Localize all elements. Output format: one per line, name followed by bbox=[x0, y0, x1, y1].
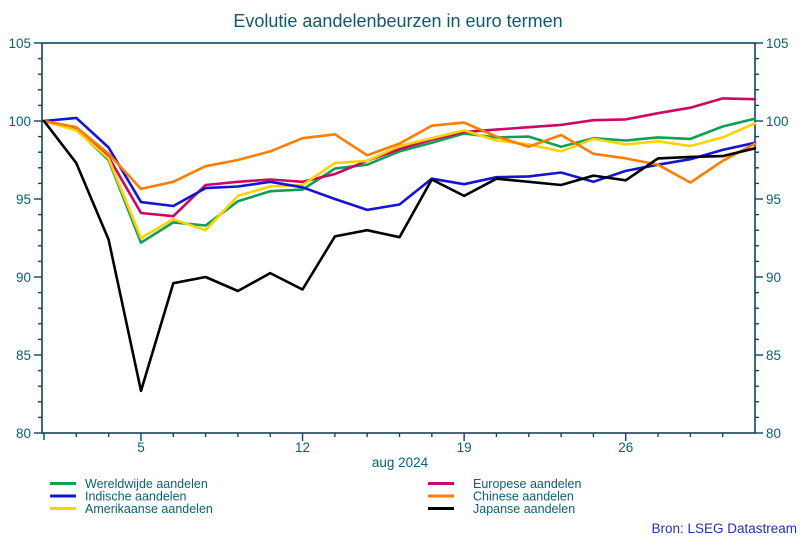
axes: 80 80 85 85 90 90 95 95 100 100 105 105 5 12 19 26 bbox=[8, 36, 788, 455]
series-line-indische-aandelen bbox=[42, 116, 757, 212]
legend-item: Amerikaanse aandelen bbox=[50, 502, 213, 516]
legend-item: Japanse aandelen bbox=[428, 502, 575, 516]
x-axis-tick-label: 19 bbox=[457, 440, 472, 455]
y-axis-tick-label-right: 80 bbox=[766, 426, 781, 441]
series-line-chinese-aandelen bbox=[42, 119, 757, 191]
y-axis-tick-label-left: 100 bbox=[8, 114, 31, 129]
chart-title: Evolutie aandelenbeurzen in euro termen bbox=[233, 11, 562, 31]
y-axis-tick-label-left: 95 bbox=[16, 192, 31, 207]
y-axis-tick-label-right: 105 bbox=[766, 36, 789, 51]
y-axis-tick-label-right: 85 bbox=[766, 348, 781, 363]
legend-label: Amerikaanse aandelen bbox=[85, 502, 213, 516]
y-axis-tick-label-left: 90 bbox=[16, 270, 31, 285]
y-axis-tick-label-left: 80 bbox=[16, 426, 31, 441]
legend-label: Chinese aandelen bbox=[473, 489, 574, 503]
series-line-wereldwijde-aandelen bbox=[42, 117, 757, 244]
series-line-amerikaanse-aandelen bbox=[42, 119, 757, 240]
series-line-europese-aandelen bbox=[42, 97, 757, 218]
series-lines bbox=[42, 97, 757, 393]
y-axis-tick-label-right: 95 bbox=[766, 192, 781, 207]
x-axis-title: aug 2024 bbox=[372, 455, 429, 470]
plot-frame bbox=[41, 42, 756, 434]
y-axis-tick-label-left: 85 bbox=[16, 348, 31, 363]
legend-label: Europese aandelen bbox=[473, 477, 581, 491]
legend-item: Wereldwijde aandelen bbox=[50, 477, 208, 491]
x-axis-tick-label: 26 bbox=[618, 440, 633, 455]
series-line-japanse-aandelen bbox=[42, 119, 757, 393]
source-credit: Bron: LSEG Datastream bbox=[651, 521, 797, 536]
y-axis-tick-label-left: 105 bbox=[8, 36, 31, 51]
legend-item: Indische aandelen bbox=[50, 489, 187, 503]
legend-item: Europese aandelen bbox=[428, 477, 581, 491]
y-axis-tick-label-right: 100 bbox=[766, 114, 789, 129]
legend-label: Japanse aandelen bbox=[473, 502, 575, 516]
legend-label: Wereldwijde aandelen bbox=[85, 477, 208, 491]
x-axis-tick-label: 5 bbox=[137, 440, 145, 455]
legend-label: Indische aandelen bbox=[85, 489, 187, 503]
x-axis-tick-label: 12 bbox=[295, 440, 310, 455]
legend-item: Chinese aandelen bbox=[428, 489, 574, 503]
y-axis-tick-label-right: 90 bbox=[766, 270, 781, 285]
